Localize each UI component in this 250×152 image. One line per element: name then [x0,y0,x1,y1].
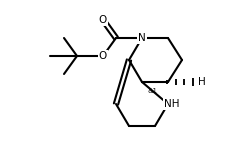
Text: O: O [98,15,107,25]
Text: O: O [98,51,107,61]
Text: N: N [138,33,145,43]
Text: H: H [197,77,205,87]
Text: NH: NH [164,99,179,109]
Text: &1: &1 [148,88,157,94]
